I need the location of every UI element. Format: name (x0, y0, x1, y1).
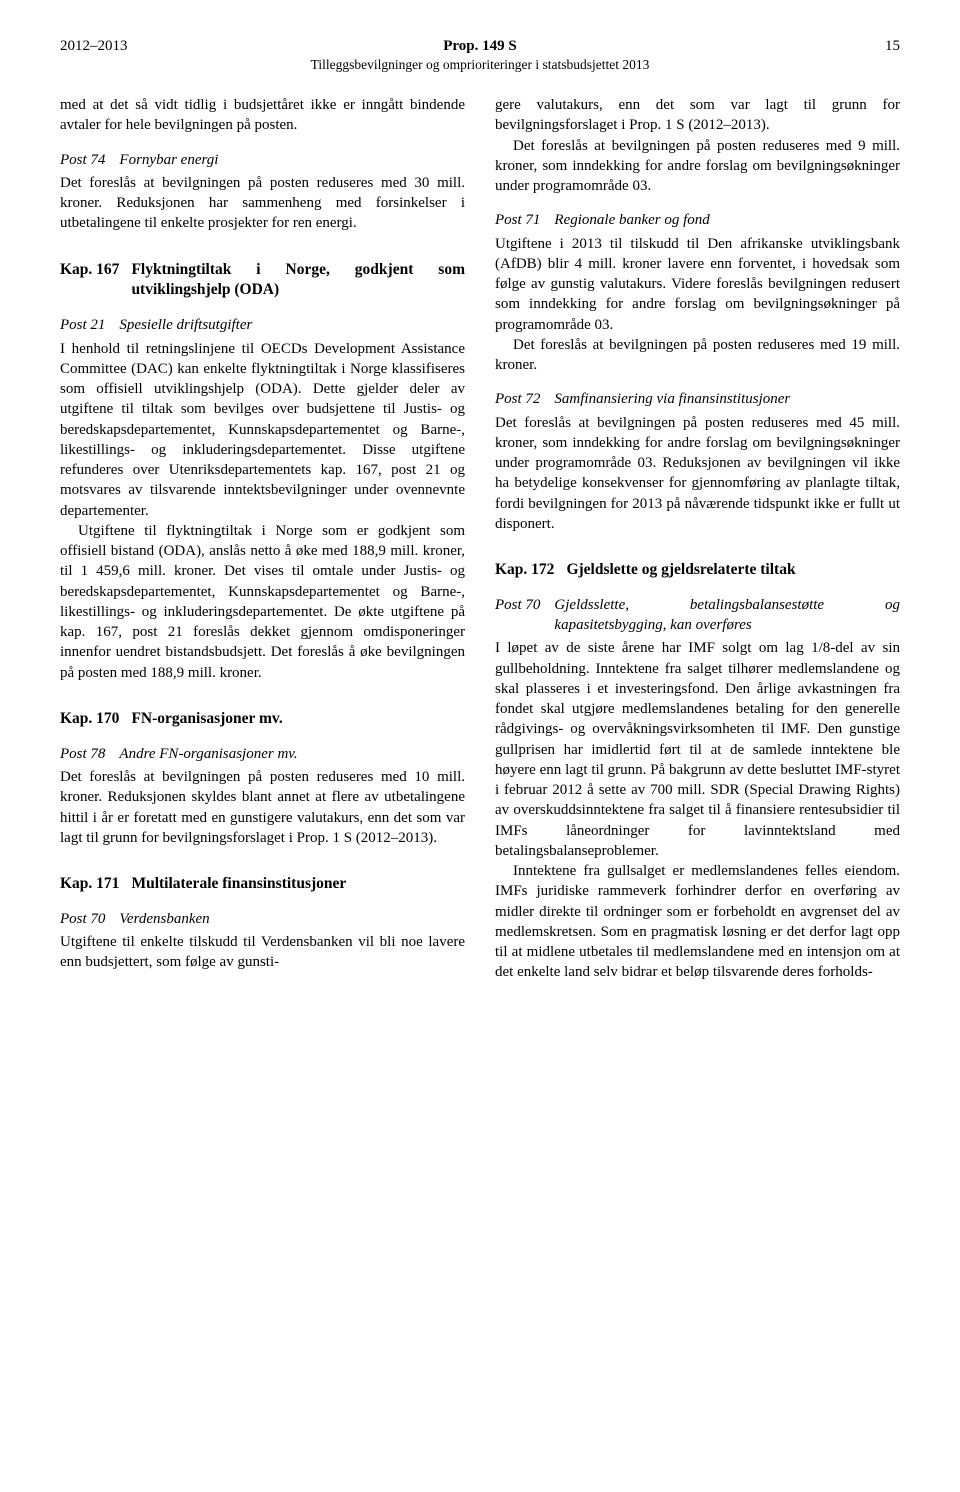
post-title: Spesielle driftsutgifter (119, 315, 465, 335)
post-71-p1: Utgiftene i 2013 til tilskudd til Den af… (495, 234, 900, 335)
kap-number: Kap. 167 (60, 260, 131, 302)
post-72-heading: Post 72 Samfinansiering via finansinstit… (495, 389, 900, 409)
kap-170-heading: Kap. 170 FN-organisasjoner mv. (60, 709, 465, 730)
post-78-heading: Post 78 Andre FN-organisasjoner mv. (60, 744, 465, 764)
post-70b-p2: Inntektene fra gullsalget er medlemsland… (495, 861, 900, 983)
post-title: Andre FN-organisasjoner mv. (119, 744, 465, 764)
post-number: Post 71 (495, 210, 554, 230)
kap-171-heading: Kap. 171 Multilaterale finansinstitusjon… (60, 874, 465, 895)
post-21-p2: Utgiftene til flyktningtiltak i Norge so… (60, 521, 465, 683)
body-columns: med at det så vidt tidlig i budsjettåret… (60, 95, 900, 983)
post-70b-p1: I løpet av de siste årene har IMF solgt … (495, 638, 900, 861)
kap-172-heading: Kap. 172 Gjeldslette og gjeldsrelaterte … (495, 560, 900, 581)
right-cont1: gere valutakurs, enn det som var lagt ti… (495, 95, 900, 136)
kap-167-heading: Kap. 167 Flyktningtiltak i Norge, godkje… (60, 260, 465, 302)
post-72-body: Det foreslås at bevilgningen på posten r… (495, 413, 900, 535)
post-title: Regionale banker og fond (554, 210, 900, 230)
header-subtitle: Tilleggsbevilgninger og omprioriteringer… (60, 57, 900, 73)
post-number: Post 78 (60, 744, 119, 764)
post-70b-heading: Post 70 Gjeldsslette, betalingsbalansest… (495, 595, 900, 636)
header-prop-number: Prop. 149 S (60, 38, 900, 55)
post-71-heading: Post 71 Regionale banker og fond (495, 210, 900, 230)
post-71-p2: Det foreslås at bevilgningen på posten r… (495, 335, 900, 376)
post-21-p1: I henhold til retningslinjene til OECDs … (60, 339, 465, 521)
post-title: Fornybar energi (119, 150, 465, 170)
post-70-heading: Post 70 Verdensbanken (60, 909, 465, 929)
post-74-heading: Post 74 Fornybar energi (60, 150, 465, 170)
post-78-body: Det foreslås at bevilgningen på posten r… (60, 767, 465, 848)
post-21-heading: Post 21 Spesielle driftsutgifter (60, 315, 465, 335)
intro-continuation: med at det så vidt tidlig i budsjettåret… (60, 95, 465, 136)
post-70-body: Utgiftene til enkelte tilskudd til Verde… (60, 932, 465, 973)
kap-title: FN-organisasjoner mv. (131, 709, 465, 730)
post-title: Gjeldsslette, betalingsbalansestøtte og … (554, 595, 900, 636)
kap-number: Kap. 172 (495, 560, 566, 581)
right-column: gere valutakurs, enn det som var lagt ti… (495, 95, 900, 983)
page-header: 2012–2013 Prop. 149 S 15 Tilleggsbevilgn… (60, 38, 900, 73)
right-cont2: Det foreslås at bevilgningen på posten r… (495, 136, 900, 197)
kap-number: Kap. 170 (60, 709, 131, 730)
post-title: Verdensbanken (119, 909, 465, 929)
post-number: Post 21 (60, 315, 119, 335)
kap-title: Multilaterale finansinstitusjoner (131, 874, 465, 895)
kap-title: Gjeldslette og gjeldsrelaterte tiltak (566, 560, 900, 581)
kap-number: Kap. 171 (60, 874, 131, 895)
left-column: med at det så vidt tidlig i budsjettåret… (60, 95, 465, 983)
post-74-body: Det foreslås at bevilgningen på posten r… (60, 173, 465, 234)
post-number: Post 70 (495, 595, 554, 636)
post-number: Post 72 (495, 389, 554, 409)
kap-title: Flyktningtiltak i Norge, godkjent som ut… (131, 260, 465, 302)
post-title: Samfinansiering via finansinstitusjoner (554, 389, 900, 409)
post-number: Post 70 (60, 909, 119, 929)
post-number: Post 74 (60, 150, 119, 170)
